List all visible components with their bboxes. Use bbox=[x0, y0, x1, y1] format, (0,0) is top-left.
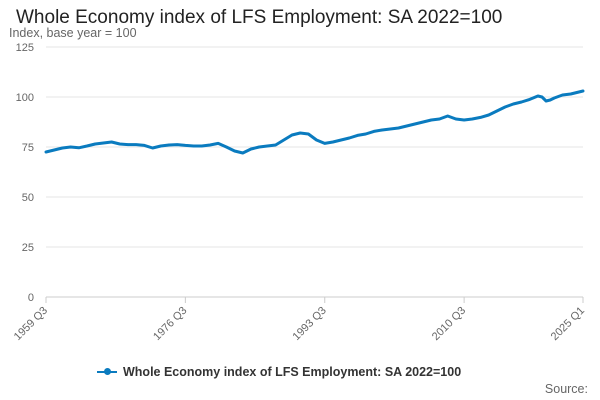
x-tick-label: 1976 Q3 bbox=[151, 305, 189, 343]
y-tick-label: 125 bbox=[16, 42, 34, 54]
y-tick-label: 0 bbox=[28, 292, 34, 304]
legend[interactable]: Whole Economy index of LFS Employment: S… bbox=[97, 365, 461, 379]
x-tick-label: 1959 Q3 bbox=[12, 305, 50, 343]
y-tick-label: 100 bbox=[16, 92, 34, 104]
source-label: Source: bbox=[544, 382, 588, 396]
gridlines bbox=[46, 46, 583, 248]
y-tick-label: 75 bbox=[22, 142, 34, 154]
x-tick-label: 2010 Q3 bbox=[430, 305, 468, 343]
x-axis-ticks: 1959 Q3 1976 Q3 1993 Q3 2010 Q3 2025 Q1 bbox=[12, 297, 587, 343]
series-line[interactable] bbox=[44, 89, 585, 155]
y-axis-label: Index, base year = 100 bbox=[9, 26, 137, 40]
x-tick-label: 1993 Q3 bbox=[291, 305, 329, 343]
y-tick-label: 50 bbox=[22, 192, 34, 204]
legend-label: Whole Economy index of LFS Employment: S… bbox=[123, 365, 462, 379]
series-layer bbox=[44, 89, 585, 155]
y-tick-label: 25 bbox=[22, 242, 34, 254]
legend-marker-icon bbox=[104, 368, 111, 376]
chart-title: Whole Economy index of LFS Employment: S… bbox=[16, 7, 503, 28]
legend-swatch-icon bbox=[97, 368, 117, 376]
y-axis-ticks: 0 25 50 75 100 125 bbox=[16, 42, 34, 304]
x-tick-label: 2025 Q1 bbox=[549, 305, 587, 343]
